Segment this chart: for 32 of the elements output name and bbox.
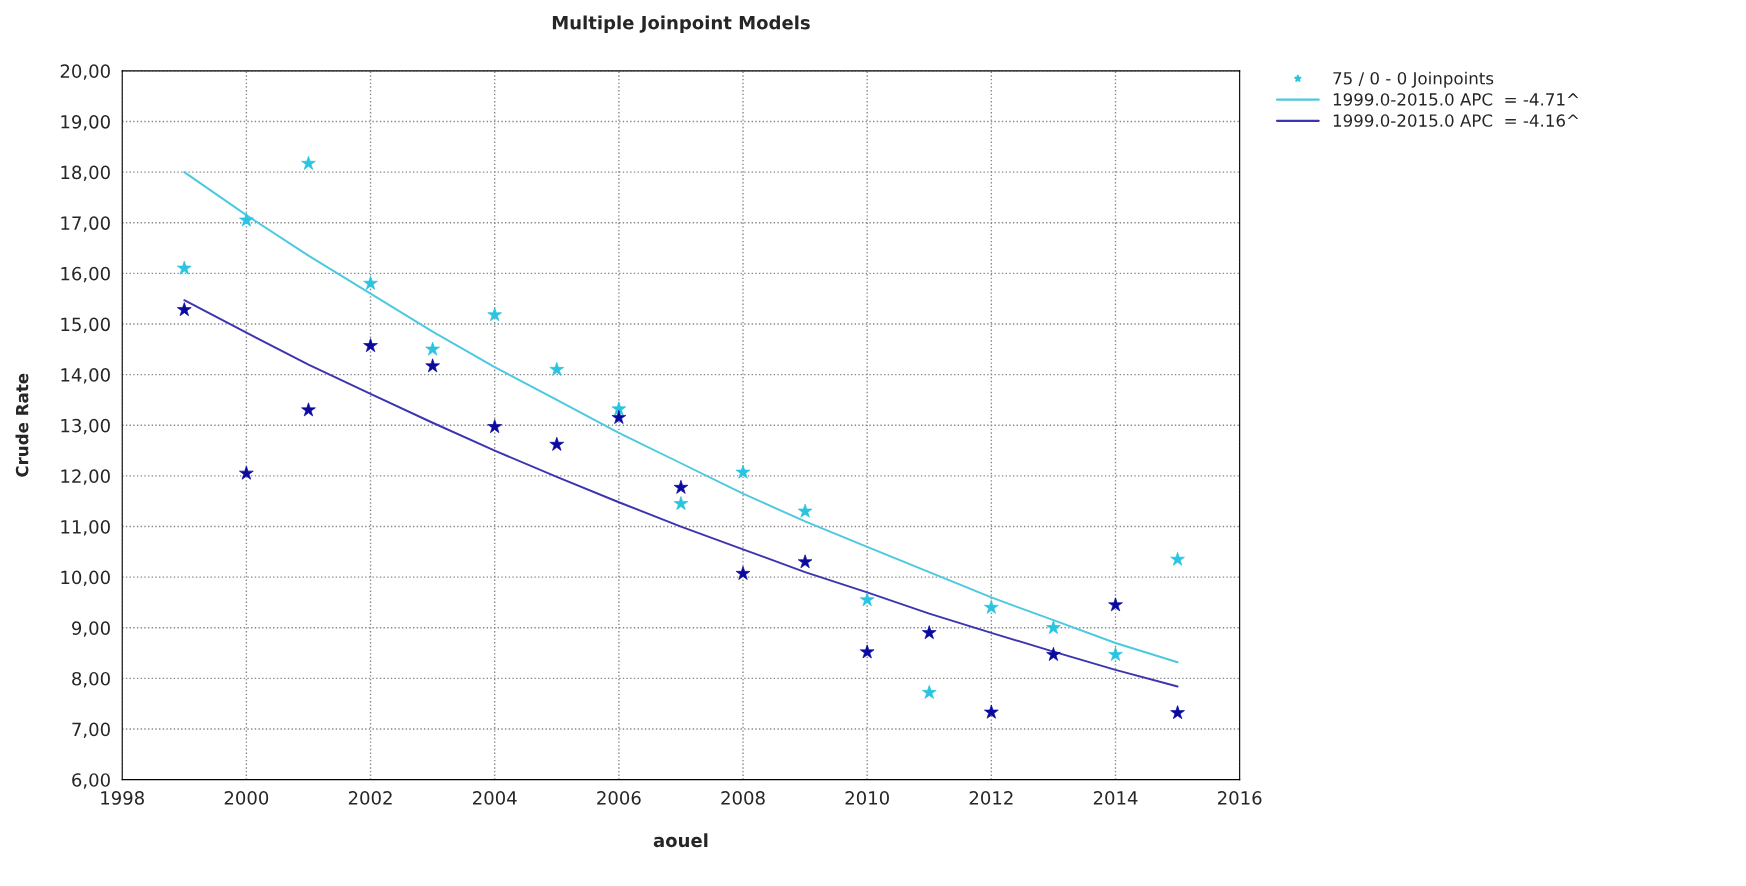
x-tick-label: 2002 [348,791,392,805]
y-tick-label: 13,00 [61,418,110,435]
x-tick-label: 2014 [1093,791,1138,805]
y-tick-label: 8,00 [72,671,110,688]
x-tick-label: 2006 [597,791,641,805]
y-tick-label: 20,00 [60,64,110,80]
y-tick-label: 10,00 [61,570,110,587]
chart-title: Multiple Joinpoint Models [552,15,810,33]
y-tick-label: 16,00 [61,266,110,283]
y-tick-label: 14,00 [61,368,110,384]
y-tick-label: 11,00 [61,520,110,536]
x-tick-label: 2012 [969,791,1013,805]
y-tick-label: 6,00 [72,773,110,789]
y-tick-label: 19,00 [61,114,110,131]
y-tick-label: 17,00 [61,216,110,232]
x-axis-title: aouel [653,833,708,848]
x-tick-label: 2010 [845,791,889,805]
y-tick-label: 12,00 [61,469,110,485]
legend-label: 1999.0-2015.0 APC = -4.71^ [1333,93,1579,106]
legend-label: 1999.0-2015.0 APC = -4.16^ [1333,114,1579,127]
x-tick-label: 2000 [224,791,269,805]
y-tick-label: 18,00 [61,165,110,182]
y-tick-label: 9,00 [72,621,110,637]
x-tick-label: 2008 [721,791,765,805]
y-axis-title: Crude Rate [15,373,29,477]
y-tick-label: 15,00 [61,317,110,333]
line-series [183,171,1179,664]
y-tick-label: 7,00 [72,722,110,739]
x-tick-label: 1998 [101,791,144,805]
legend-label: 75 / 0 - 0 Joinpoints [1333,71,1494,88]
x-tick-label: 2016 [1218,791,1262,805]
x-tick-label: 2004 [473,791,517,805]
